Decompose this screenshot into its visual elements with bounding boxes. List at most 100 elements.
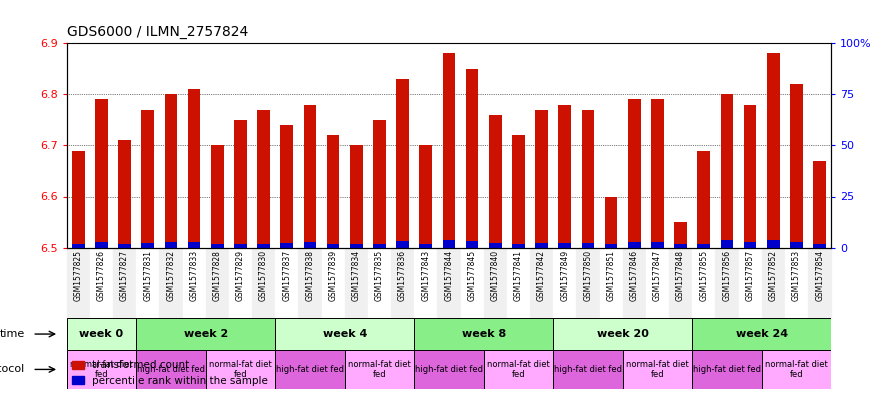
Bar: [767, 240, 780, 248]
Bar: [414, 248, 437, 318]
Text: protocol: protocol: [0, 364, 25, 375]
Bar: [188, 89, 201, 248]
Bar: [280, 243, 293, 248]
Bar: [141, 244, 154, 248]
Legend: transformed count, percentile rank within the sample: transformed count, percentile rank withi…: [68, 356, 273, 390]
Text: normal-fat diet
fed: normal-fat diet fed: [348, 360, 411, 379]
Bar: [205, 350, 276, 389]
Bar: [90, 248, 113, 318]
Bar: [303, 242, 316, 248]
Bar: [698, 151, 710, 248]
Bar: [744, 242, 757, 248]
Bar: [716, 248, 739, 318]
Bar: [280, 244, 293, 248]
Bar: [420, 145, 432, 248]
Bar: [674, 244, 687, 248]
Bar: [605, 196, 618, 248]
Bar: [211, 145, 224, 248]
Bar: [466, 244, 478, 248]
Bar: [159, 248, 182, 318]
Text: high-fat diet fed: high-fat diet fed: [276, 365, 344, 374]
Bar: [698, 244, 710, 248]
Bar: [651, 242, 664, 248]
Bar: [276, 318, 414, 350]
Text: week 24: week 24: [736, 329, 788, 339]
Bar: [373, 244, 386, 248]
Bar: [813, 244, 826, 248]
Bar: [118, 244, 131, 248]
Text: normal-fat diet
fed: normal-fat diet fed: [765, 360, 828, 379]
Bar: [489, 243, 501, 248]
Text: high-fat diet fed: high-fat diet fed: [137, 365, 205, 374]
Bar: [628, 242, 641, 248]
Bar: [693, 350, 762, 389]
Bar: [396, 241, 409, 248]
Text: week 20: week 20: [597, 329, 649, 339]
Bar: [67, 350, 136, 389]
Text: normal-fat diet
fed: normal-fat diet fed: [626, 360, 689, 379]
Bar: [599, 248, 622, 318]
Bar: [234, 120, 247, 248]
Bar: [95, 242, 108, 248]
Bar: [373, 120, 386, 248]
Bar: [605, 244, 618, 248]
Bar: [391, 248, 414, 318]
Bar: [721, 244, 733, 248]
Bar: [790, 242, 803, 248]
Bar: [674, 222, 687, 248]
Bar: [535, 244, 548, 248]
Text: normal-fat diet
fed: normal-fat diet fed: [487, 360, 549, 379]
Bar: [437, 248, 461, 318]
Bar: [790, 84, 803, 248]
Bar: [350, 246, 363, 248]
Bar: [95, 99, 108, 248]
Bar: [322, 248, 345, 318]
Bar: [327, 244, 340, 248]
Bar: [744, 105, 757, 248]
Bar: [581, 244, 595, 248]
Bar: [535, 110, 548, 248]
Bar: [164, 94, 177, 248]
Bar: [698, 246, 710, 248]
Bar: [581, 110, 595, 248]
Bar: [646, 248, 669, 318]
Bar: [721, 240, 733, 248]
Bar: [188, 242, 201, 248]
Bar: [693, 248, 716, 318]
Bar: [443, 244, 455, 248]
Bar: [512, 244, 525, 248]
Bar: [67, 248, 90, 318]
Bar: [234, 244, 247, 248]
Text: normal-fat diet
fed: normal-fat diet fed: [209, 360, 272, 379]
Bar: [622, 350, 693, 389]
Text: time: time: [0, 329, 25, 339]
Bar: [228, 248, 252, 318]
Bar: [813, 246, 826, 248]
Text: normal-fat diet
fed: normal-fat diet fed: [70, 360, 132, 379]
Bar: [67, 318, 136, 350]
Bar: [535, 243, 548, 248]
Bar: [327, 245, 340, 248]
Bar: [651, 244, 664, 248]
Bar: [396, 79, 409, 248]
Bar: [350, 145, 363, 248]
Bar: [651, 99, 664, 248]
Bar: [299, 248, 322, 318]
Text: high-fat diet fed: high-fat diet fed: [415, 365, 483, 374]
Bar: [581, 243, 595, 248]
Text: high-fat diet fed: high-fat diet fed: [693, 365, 761, 374]
Bar: [443, 53, 455, 248]
Bar: [118, 140, 131, 248]
Bar: [414, 350, 484, 389]
Bar: [303, 105, 316, 248]
Bar: [164, 244, 177, 248]
Bar: [72, 246, 84, 248]
Bar: [95, 244, 108, 248]
Bar: [484, 350, 553, 389]
Bar: [674, 246, 687, 248]
Bar: [558, 105, 571, 248]
Bar: [553, 318, 693, 350]
Bar: [188, 244, 201, 248]
Bar: [136, 318, 276, 350]
Bar: [345, 248, 368, 318]
